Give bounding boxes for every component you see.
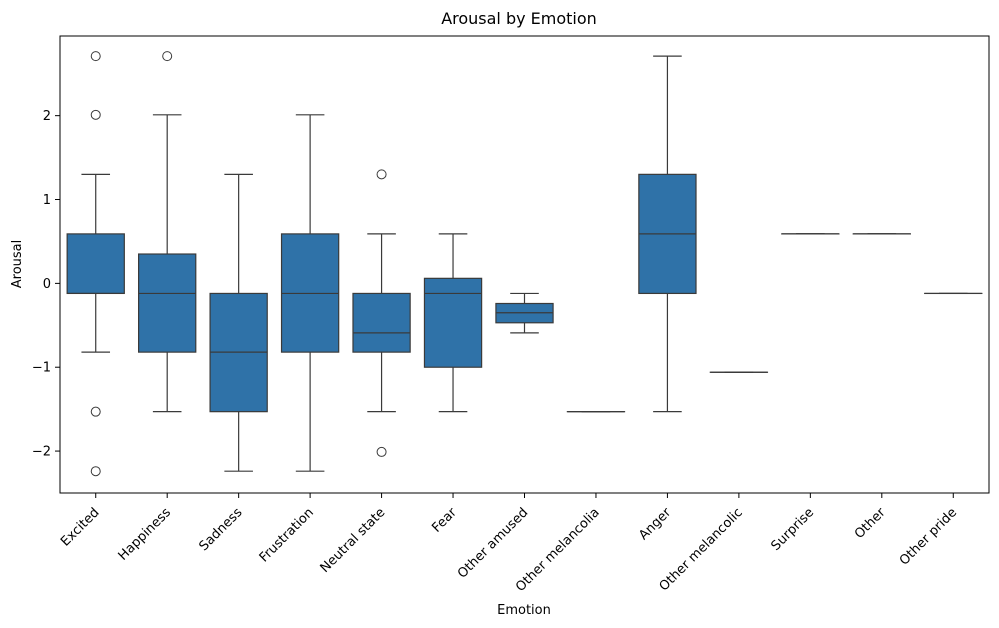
- y-tick-label: −2: [32, 445, 51, 460]
- plot-frame: [59, 35, 990, 494]
- outlier-point: [90, 406, 101, 417]
- outlier-point: [162, 51, 173, 62]
- x-tick-label-sadness: Sadness: [197, 505, 246, 554]
- outlier-point: [90, 51, 101, 62]
- outlier-point: [90, 109, 101, 120]
- box-fear: [423, 277, 483, 368]
- y-axis-label: Arousal: [10, 240, 25, 289]
- outlier-point: [90, 466, 101, 477]
- y-tick-label: −1: [32, 361, 51, 376]
- x-axis-label: Emotion: [497, 603, 551, 618]
- box-neutral-state: [352, 292, 411, 353]
- outlier-point: [376, 446, 387, 457]
- y-tick-label: 0: [43, 277, 51, 292]
- x-tick-label-anger: Anger: [636, 505, 674, 543]
- box-excited: [66, 233, 125, 295]
- outlier-point: [376, 169, 387, 180]
- y-tick-label: 2: [43, 109, 51, 124]
- x-tick-label-happiness: Happiness: [116, 505, 175, 564]
- plot-area: −2 −1 0 1 2 Excited Happiness Sadness Frustratio…: [32, 51, 983, 595]
- box-happiness: [138, 253, 197, 353]
- x-tick-label-excited: Excited: [58, 505, 102, 549]
- x-tick-label-other: Other: [852, 505, 889, 542]
- x-tick-label-other-pride: Other pride: [897, 505, 960, 568]
- chart-title: Arousal by Emotion: [441, 9, 597, 28]
- x-tick-label-neutral-state: Neutral state: [318, 505, 389, 576]
- x-tick-label-frustration: Frustration: [257, 505, 317, 565]
- x-tick-label-other-amused: Other amused: [455, 505, 531, 581]
- x-tick-label-fear: Fear: [429, 505, 460, 536]
- x-tick-label-surprise: Surprise: [769, 505, 818, 554]
- y-tick-label: 1: [43, 193, 51, 208]
